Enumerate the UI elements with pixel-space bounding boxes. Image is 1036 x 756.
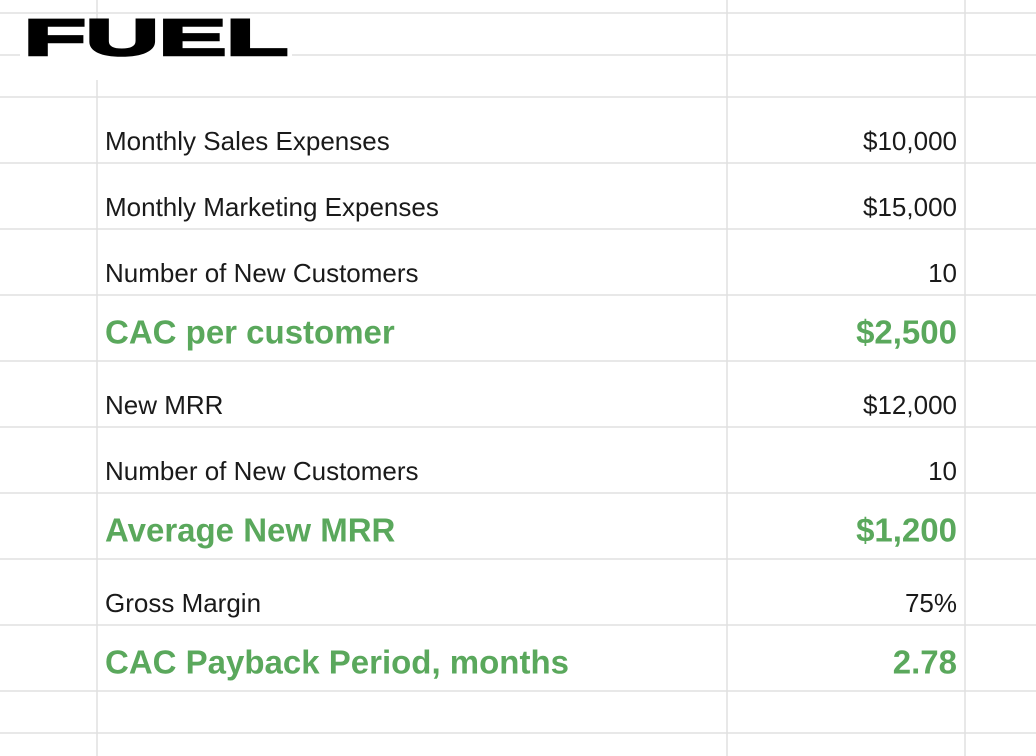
row-label: Monthly Sales Expenses <box>105 126 390 156</box>
row-label: New MRR <box>105 390 223 420</box>
row-value: 10 <box>928 456 957 486</box>
logo-bg <box>20 28 292 80</box>
logo: FUEL <box>24 9 288 66</box>
row-label: Number of New Customers <box>105 258 419 288</box>
row-value: $10,000 <box>863 126 957 156</box>
row-label: Number of New Customers <box>105 456 419 486</box>
row-value: $15,000 <box>863 192 957 222</box>
row-value: $1,200 <box>856 512 957 549</box>
row-value: $12,000 <box>863 390 957 420</box>
row-value: 2.78 <box>893 644 957 681</box>
row-label: Monthly Marketing Expenses <box>105 192 439 222</box>
row-label: Gross Margin <box>105 588 261 618</box>
row-label: CAC Payback Period, months <box>105 644 569 681</box>
row-value: 10 <box>928 258 957 288</box>
row-label: Average New MRR <box>105 512 396 549</box>
row-value: 75% <box>905 588 957 618</box>
row-label: CAC per customer <box>105 314 395 351</box>
row-value: $2,500 <box>856 314 957 351</box>
